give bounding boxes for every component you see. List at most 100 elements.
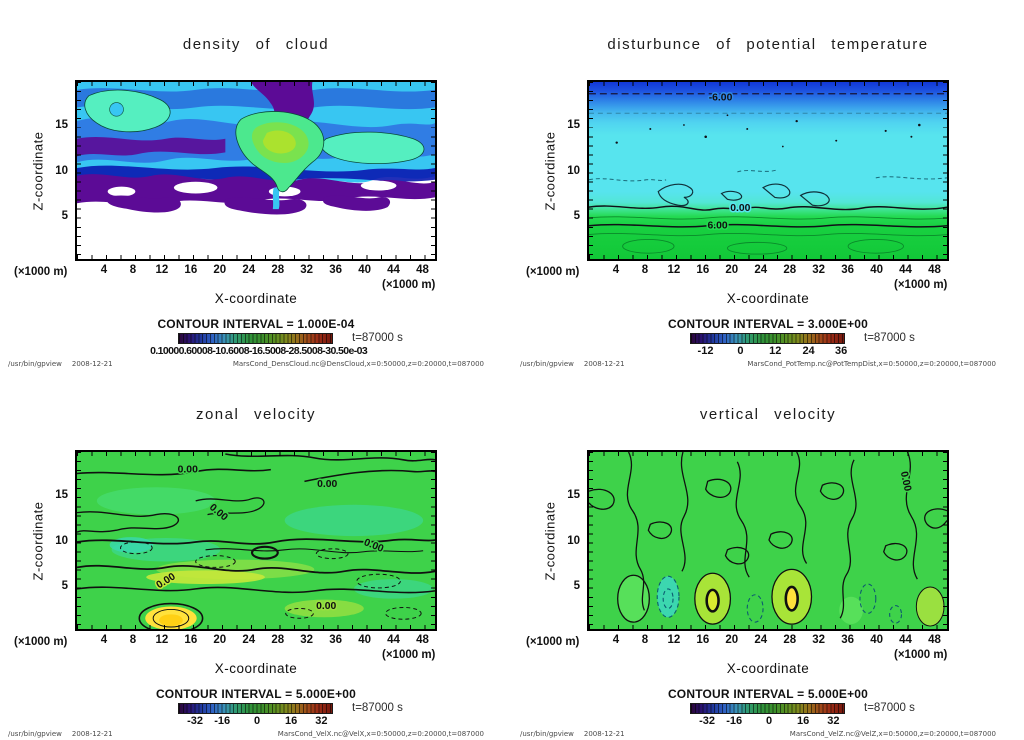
- colorbar: [690, 703, 845, 714]
- y-axis-title: Z-coordinate: [30, 131, 46, 210]
- panel-title: disturbunce of potential temperature: [607, 36, 929, 53]
- x-unit-right: (×1000 m): [894, 649, 948, 661]
- x-tick-label: 48: [928, 264, 941, 276]
- x-tick-label: 8: [129, 264, 137, 276]
- x-tick-label: 48: [416, 264, 429, 276]
- x-unit-right: (×1000 m): [382, 279, 436, 291]
- y-tick-label: 5: [61, 579, 68, 592]
- colorbar: [690, 333, 845, 344]
- x-unit-right: (×1000 m): [894, 279, 948, 291]
- plot-footer: /usr/bin/gpview 2008-12-21 MarsCond_DensC…: [0, 360, 512, 370]
- y-tick-label: 15: [55, 119, 68, 132]
- contour-interval-label: CONTOUR INTERVAL = 5.000E+00: [155, 687, 357, 701]
- x-tick-label: 40: [870, 634, 883, 646]
- x-tick-label: 24: [242, 634, 256, 646]
- y-axis-tick-labels: 15 10 5: [38, 80, 70, 261]
- x-tick-label: 32: [812, 634, 826, 646]
- contour-plot-canvas: 0.00: [589, 452, 947, 629]
- colorbar-tick-label: 0.10000.60008-10.6008-16.5008-28.5008-30…: [150, 345, 368, 357]
- x-tick-label: 36: [841, 634, 855, 646]
- x-axis-title: X-coordinate: [214, 291, 298, 306]
- panel-zonal-velocity: zonal velocity: [0, 370, 512, 740]
- x-axis-title: X-coordinate: [726, 661, 810, 676]
- panel-title: vertical velocity: [699, 406, 837, 423]
- colorbar-tick-label: 0: [253, 715, 261, 727]
- footer-generator: /usr/bin/gpview 2008-12-21: [8, 360, 113, 368]
- x-unit-left: (×1000 m): [14, 266, 68, 278]
- y-tick-label: 10: [55, 164, 68, 177]
- colorbar-tick-label: 16: [797, 715, 810, 727]
- contour-label-zero: 0.00: [730, 203, 750, 214]
- x-tick-label: 20: [725, 634, 739, 646]
- panel-vertical-velocity: vertical velocity: [512, 370, 1024, 740]
- x-tick-label: 4: [612, 264, 620, 276]
- footer-source: MarsCond_DensCloud.nc@DensCloud,x=0:5000…: [232, 360, 484, 368]
- x-tick-label: 28: [783, 634, 797, 646]
- contour-plot-canvas: -6.00 0.00 6.00: [589, 82, 947, 259]
- x-tick-label: 24: [754, 634, 768, 646]
- x-tick-label: 16: [696, 264, 710, 276]
- x-tick-label: 8: [641, 264, 649, 276]
- panel-title: zonal velocity: [195, 406, 317, 423]
- x-tick-label: 16: [696, 634, 710, 646]
- colorbar-tick-label: 16: [285, 715, 298, 727]
- contour-label-zero: 0.00: [317, 479, 337, 490]
- x-tick-label: 40: [870, 264, 883, 276]
- plot-footer: /usr/bin/gpview 2008-12-21 MarsCond_PotTe…: [512, 360, 1024, 370]
- colorbar-tick-labels: -32 -16 0 16 32: [690, 715, 845, 728]
- x-axis-tick-labels: 4 8 12 16 20 24 28 32 36 40 44 48: [587, 634, 949, 648]
- colorbar-tick-label: 36: [835, 345, 848, 357]
- footer-generator: /usr/bin/gpview 2008-12-21: [520, 730, 625, 738]
- panel-density-of-cloud: density of cloud: [0, 0, 512, 370]
- x-tick-label: 12: [155, 264, 169, 276]
- x-tick-label: 32: [300, 264, 314, 276]
- x-tick-label: 20: [213, 634, 227, 646]
- x-unit-left: (×1000 m): [526, 636, 580, 648]
- y-tick-label: 15: [567, 489, 580, 502]
- y-tick-label: 15: [567, 119, 580, 132]
- x-tick-label: 40: [358, 264, 371, 276]
- y-axis-title: Z-coordinate: [30, 501, 46, 580]
- y-tick-label: 10: [567, 164, 580, 177]
- footer-source: MarsCond_PotTemp.nc@PotTempDist,x=0:5000…: [747, 360, 996, 368]
- x-tick-label: 16: [184, 264, 198, 276]
- x-tick-label: 32: [812, 264, 826, 276]
- contour-label-zero: 0.00: [316, 601, 336, 612]
- x-tick-label: 8: [129, 634, 137, 646]
- colorbar-tick-label: 32: [315, 715, 328, 727]
- colorbar-tick-labels: 0.10000.60008-10.6008-16.5008-28.5008-30…: [150, 345, 368, 358]
- x-unit-left: (×1000 m): [14, 636, 68, 648]
- x-tick-label: 24: [754, 264, 768, 276]
- colorbar-tick-label: -12: [697, 345, 714, 357]
- time-label: t=87000 s: [864, 332, 915, 344]
- y-axis-tick-labels: 15 10 5: [38, 450, 70, 631]
- plot-area-density-of-cloud: [75, 80, 437, 261]
- x-tick-label: 4: [100, 634, 108, 646]
- plot-footer: /usr/bin/gpview 2008-12-21 MarsCond_VelZ.…: [512, 730, 1024, 740]
- x-tick-label: 24: [242, 264, 256, 276]
- x-tick-label: 28: [783, 264, 797, 276]
- x-unit-right: (×1000 m): [382, 649, 436, 661]
- contour-label-zero: 0.00: [178, 464, 198, 475]
- x-tick-label: 12: [667, 264, 681, 276]
- panel-potential-temperature: disturbunce of potential temperature: [512, 0, 1024, 370]
- time-label: t=87000 s: [352, 332, 403, 344]
- plot-area-potential-temperature: -6.00 0.00 6.00: [587, 80, 949, 261]
- plot-footer: /usr/bin/gpview 2008-12-21 MarsCond_VelX.…: [0, 730, 512, 740]
- x-tick-label: 4: [612, 634, 620, 646]
- panel-title: density of cloud: [182, 36, 330, 53]
- colorbar: [178, 703, 333, 714]
- contour-label-neg: -6.00: [709, 92, 733, 103]
- colorbar-tick-label: -16: [726, 715, 743, 727]
- x-tick-label: 44: [899, 264, 912, 276]
- contour-interval-label: CONTOUR INTERVAL = 3.000E+00: [667, 317, 869, 331]
- y-tick-label: 5: [573, 209, 580, 222]
- colorbar-tick-label: 32: [827, 715, 840, 727]
- contour-interval-label: CONTOUR INTERVAL = 1.000E-04: [157, 317, 355, 331]
- x-tick-label: 48: [416, 634, 429, 646]
- colorbar-tick-labels: -12 0 12 24 36: [690, 345, 848, 358]
- y-tick-label: 5: [573, 579, 580, 592]
- colorbar-tick-label: 12: [769, 345, 782, 357]
